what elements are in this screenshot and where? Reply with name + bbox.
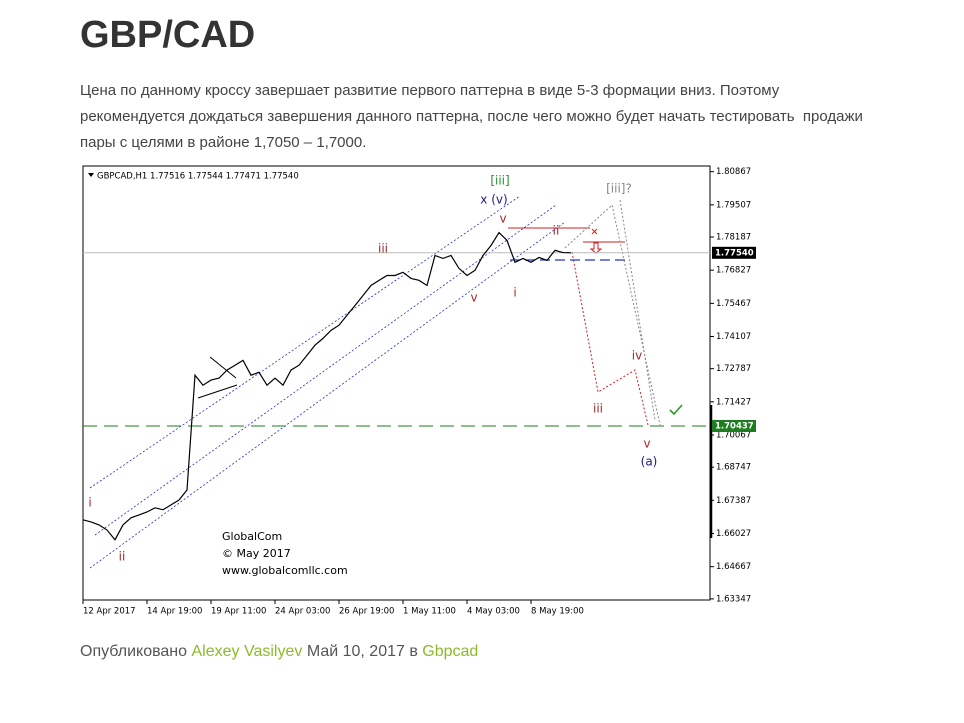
y-tick-label: 1.76827 [716, 266, 751, 276]
price-label-box [712, 246, 756, 259]
x-tick-label: 19 Apr 11:00 [211, 607, 266, 617]
annotation: © May 2017 [222, 547, 291, 560]
channel-line [89, 195, 521, 489]
forecast-path [571, 251, 649, 426]
y-tick-label: 1.80867 [716, 167, 751, 177]
annotation: ii [553, 224, 560, 238]
annotation: iii [593, 402, 603, 416]
forecast [508, 227, 649, 426]
price-label: 1.70437 [715, 421, 754, 431]
y-tick-label: 1.71427 [716, 397, 751, 407]
marker-cross [591, 228, 598, 235]
channel-line [89, 221, 566, 569]
y-tick-label: 1.79507 [716, 200, 751, 210]
marker-arrow [589, 242, 603, 254]
y-tick-label: 1.64667 [716, 562, 751, 572]
price-label-box [712, 419, 756, 432]
check-mark [669, 404, 683, 416]
author-link[interactable]: Alexey Vasilyev [191, 643, 303, 660]
x-tick-label: 4 May 03:00 [467, 607, 520, 617]
forecast-path [619, 199, 656, 421]
trend-line [197, 384, 238, 399]
annotation: [iii]? [606, 182, 632, 196]
y-tick-label: 1.72787 [716, 364, 751, 374]
x-tick-label: 26 Apr 19:00 [339, 607, 394, 617]
chart-header: GBPCAD,H1 1.77516 1.77544 1.77471 1.7754… [97, 172, 299, 182]
annotation: [iii] [490, 174, 509, 188]
post-title: GBP/CAD [80, 14, 256, 56]
annotation: (a) [641, 455, 658, 469]
meta-text: Опубликовано [80, 643, 188, 660]
header-arrow [88, 173, 94, 177]
annotation: iii [378, 242, 388, 256]
post-meta: Опубликовано Alexey Vasilyev Май 10, 201… [80, 643, 478, 661]
annotation: x (v) [480, 193, 507, 207]
annotation: ii [119, 550, 126, 564]
x-tick-label: 1 May 11:00 [403, 607, 456, 617]
annotation: GlobalCom [222, 530, 282, 543]
category-link[interactable]: Gbpcad [422, 643, 479, 660]
price-label: 1.77540 [715, 248, 754, 258]
plot-frame [82, 165, 711, 601]
trend-line [209, 356, 237, 379]
x-tick-label: 12 Apr 2017 [83, 607, 136, 617]
annotation: www.globalcomllc.com [222, 564, 348, 577]
y-tick-label: 1.78187 [716, 233, 751, 243]
post-text: Цена по данному кроссу завершает развити… [80, 78, 863, 156]
annotation: iv [632, 349, 642, 363]
annotation: v [499, 212, 506, 226]
y-tick-label: 1.67387 [716, 496, 751, 506]
x-tick-label: 8 May 19:00 [531, 607, 584, 617]
x-tick-label: 24 Apr 03:00 [275, 607, 330, 617]
text-line: Цена по данному кроссу завершает развити… [80, 82, 780, 99]
text-line: рекомендуется дождаться завершения данно… [80, 108, 863, 125]
y-tick-label: 1.74107 [716, 332, 751, 342]
y-tick-label: 1.75467 [716, 299, 751, 309]
price-line-series [82, 231, 572, 541]
x-tick-label: 14 Apr 19:00 [147, 607, 202, 617]
y-tick-label: 1.63347 [716, 594, 751, 604]
channel-line [94, 204, 557, 536]
y-tick-label: 1.66027 [716, 529, 751, 539]
meta-text: Май 10, 2017 в [306, 643, 418, 660]
chart-background [80, 163, 758, 615]
y-tick-label: 1.68747 [716, 463, 751, 473]
y-tick-label: 1.70067 [716, 431, 751, 441]
annotation: v [470, 291, 477, 305]
annotation: i [88, 496, 91, 510]
annotation: v [643, 437, 650, 451]
text-line: пары с целями в районе 1,7050 – 1,7000. [80, 134, 367, 151]
annotation: i [513, 286, 516, 300]
channel [89, 195, 625, 569]
